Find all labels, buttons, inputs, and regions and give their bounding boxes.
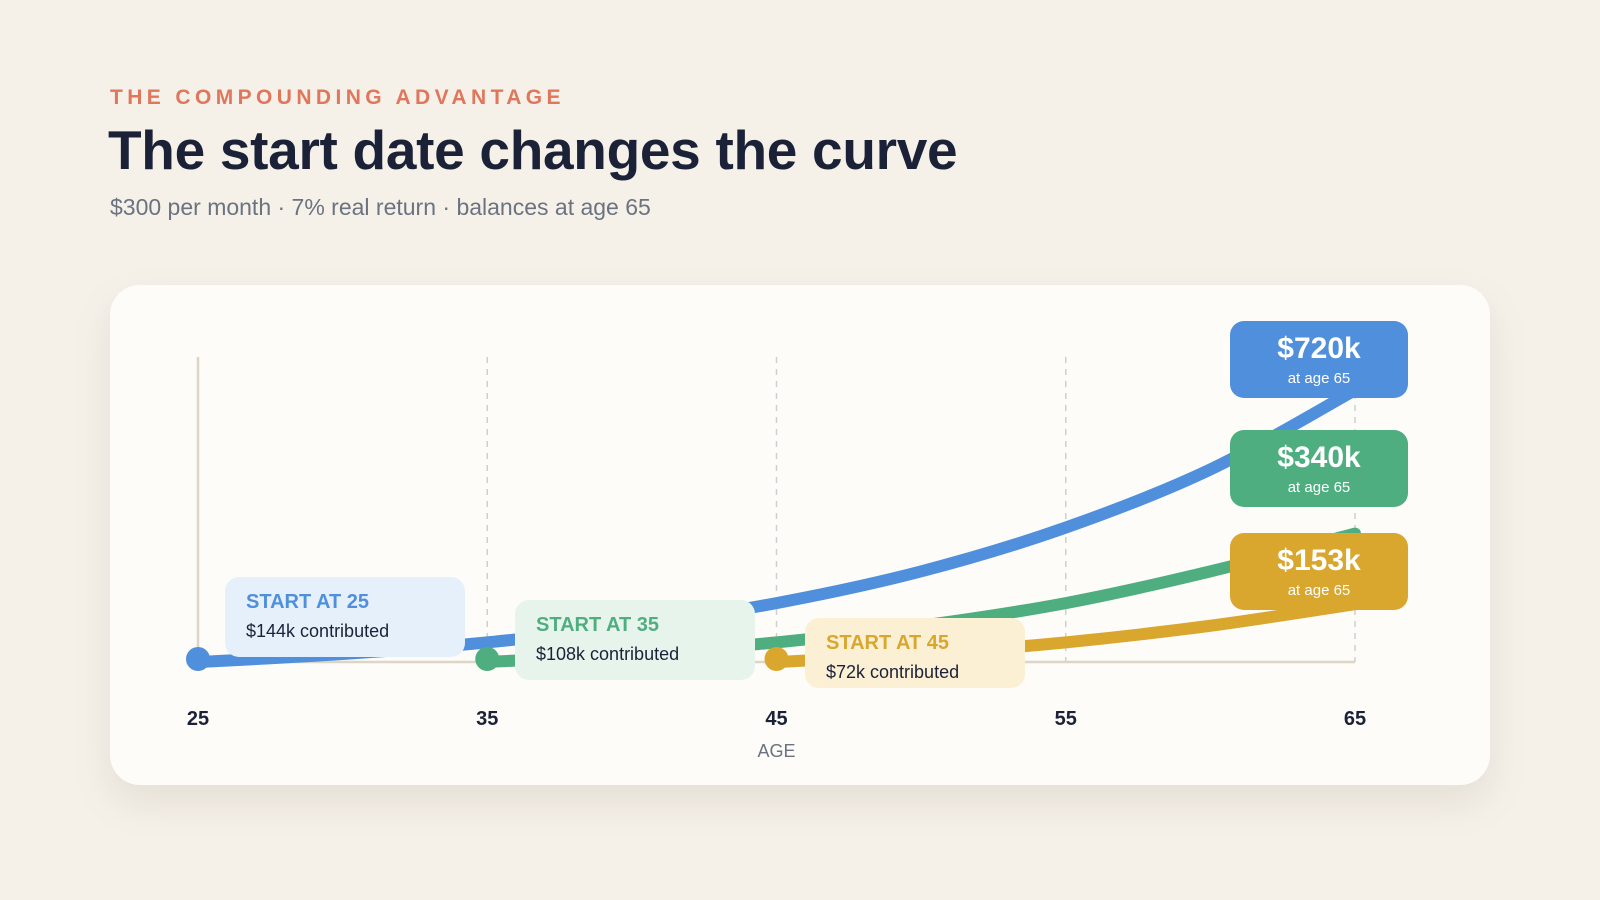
x-tick-label-55: 55 (1055, 708, 1077, 730)
x-tick-label-45: 45 (765, 708, 787, 730)
chart-title: The start date changes the curve (108, 119, 958, 181)
start-label-box-1 (515, 600, 755, 680)
end-label-box-1 (1230, 430, 1408, 507)
end-label-sub-0: at age 65 (1288, 370, 1351, 387)
end-label-box-0 (1230, 321, 1408, 398)
chart-subtitle: $300 per month · 7% real return · balanc… (110, 194, 651, 220)
start-label-title-0: START AT 25 (246, 591, 369, 613)
start-label-title-1: START AT 35 (536, 614, 659, 636)
x-tick-label-65: 65 (1344, 708, 1366, 730)
start-label-contributed-2: $72k contributed (826, 662, 959, 682)
chart-eyebrow: THE COMPOUNDING ADVANTAGE (110, 86, 565, 109)
start-label-title-2: START AT 45 (826, 632, 949, 654)
end-label-value-1: $340k (1277, 441, 1361, 474)
series-start-dot-2 (764, 647, 789, 671)
end-label-sub-1: at age 65 (1288, 479, 1351, 496)
start-label-box-0 (225, 577, 465, 657)
end-label-value-0: $720k (1277, 332, 1361, 365)
end-label-sub-2: at age 65 (1288, 582, 1351, 599)
end-label-box-2 (1230, 533, 1408, 610)
series-start-dot-0 (186, 647, 210, 671)
start-label-box-2 (805, 618, 1025, 688)
start-label-contributed-0: $144k contributed (246, 621, 389, 641)
x-tick-label-25: 25 (187, 708, 209, 730)
x-tick-label-35: 35 (476, 708, 498, 730)
chart-plot: 25 35 45 55 65 AGE START AT 25 $144k contribute… (186, 321, 1408, 761)
x-axis-title: AGE (757, 741, 795, 761)
start-label-contributed-1: $108k contributed (536, 644, 679, 664)
end-label-value-2: $153k (1277, 544, 1361, 577)
chart-card: 25 35 45 55 65 AGE START AT 25 $144k contribute… (110, 285, 1490, 785)
series-start-dot-1 (475, 647, 500, 671)
